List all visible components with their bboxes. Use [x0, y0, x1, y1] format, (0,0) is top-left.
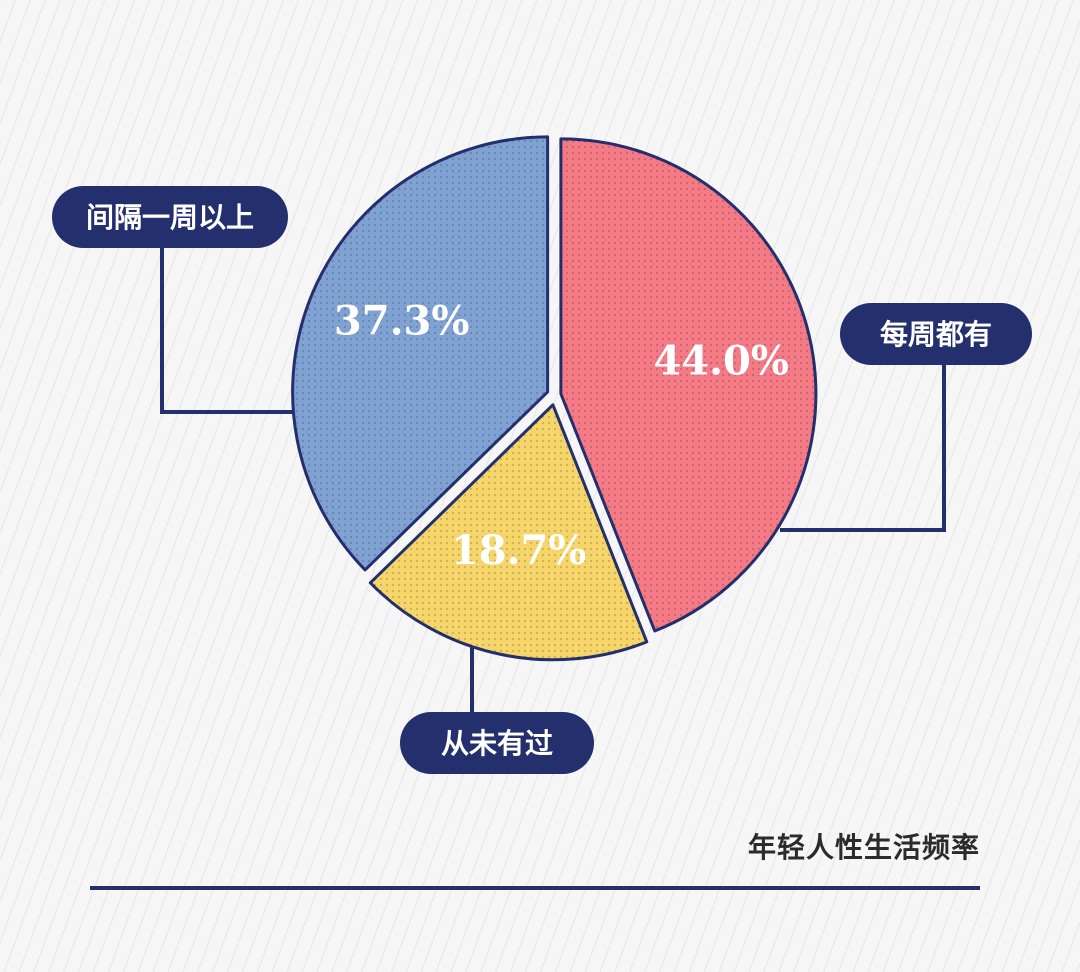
pie-slice-texture — [560, 138, 816, 631]
slice-percent-label: 37.3% — [334, 297, 469, 344]
callout-leader-line — [780, 365, 946, 532]
pie-slices — [291, 135, 818, 662]
pie-slice-1 — [559, 137, 818, 633]
slice-category-label: 间隔一周以上 — [86, 201, 254, 234]
callouts — [160, 248, 946, 712]
slice-percent-label: 44.0% — [653, 337, 788, 384]
callout-badge-bg — [52, 186, 288, 248]
callout-leader-line — [160, 248, 298, 414]
callout-badge: 从未有过 — [400, 712, 594, 774]
callout-badge-bg — [840, 303, 1032, 365]
divider-line — [90, 886, 980, 890]
pie-slice-texture — [292, 136, 548, 570]
pie-slice-texture — [370, 404, 647, 660]
percent-labels: 44.0% 18.7% 37.3% — [334, 297, 789, 573]
chart-title: 年轻人性生活频率 — [747, 831, 980, 864]
slice-category-label: 每周都有 — [880, 318, 992, 351]
slice-percent-label: 18.7% — [451, 527, 586, 574]
callout-badge-bg — [400, 712, 594, 774]
pie-slice-3 — [291, 135, 550, 572]
callout-badge: 间隔一周以上 — [52, 186, 288, 248]
callout-badge: 每周都有 — [840, 303, 1032, 365]
slice-category-label: 从未有过 — [441, 727, 553, 760]
pie-slice-2 — [368, 403, 649, 662]
